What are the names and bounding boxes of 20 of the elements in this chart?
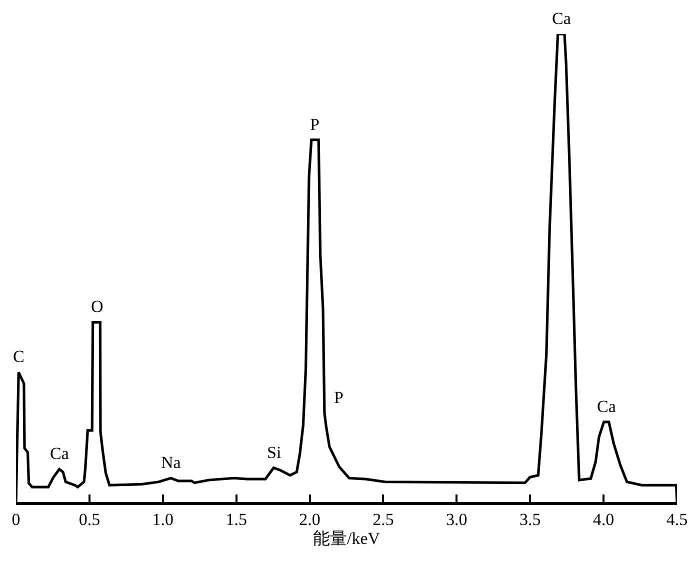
x-tick-label: 0 bbox=[12, 510, 20, 530]
x-axis-title: 能量/keV bbox=[312, 529, 381, 548]
x-tick-label: 1.5 bbox=[226, 510, 247, 530]
x-tick-label: 0.5 bbox=[78, 510, 100, 530]
x-tick-label: 4.5 bbox=[666, 510, 688, 530]
annotation: Na bbox=[161, 453, 182, 472]
annotation: O bbox=[91, 297, 104, 316]
annotation: Ca bbox=[50, 444, 70, 463]
x-tick-label: 2.5 bbox=[372, 510, 394, 530]
x-tick-label: 1.0 bbox=[152, 510, 174, 530]
x-tick-label: 4.0 bbox=[592, 510, 614, 530]
annotation: Ca bbox=[597, 397, 616, 416]
x-tick-label: 2.0 bbox=[299, 510, 320, 530]
annotation: P bbox=[334, 388, 344, 407]
annotation: Si bbox=[267, 443, 282, 462]
x-tick-label: 3.5 bbox=[519, 510, 541, 530]
annotation: P bbox=[310, 115, 320, 134]
annotation: C bbox=[13, 347, 24, 366]
x-tick-label: 3.0 bbox=[446, 510, 468, 530]
annotation: Ca bbox=[552, 9, 572, 28]
